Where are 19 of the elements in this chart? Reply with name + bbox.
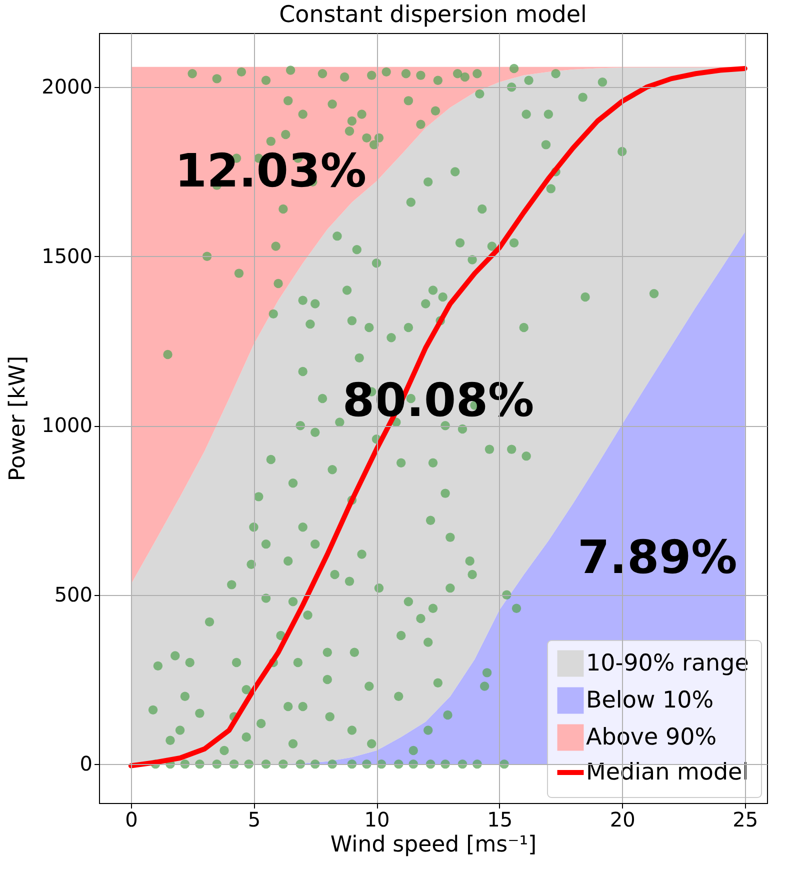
legend-label: 10-90% range xyxy=(586,650,749,676)
y-tick-label: 0 xyxy=(80,752,92,776)
chart-title: Constant dispersion model xyxy=(279,2,587,28)
y-tick-label: 500 xyxy=(54,582,92,606)
x-tick-label: 20 xyxy=(610,808,636,832)
x-tick-label: 10 xyxy=(364,808,390,832)
x-tick-label: 5 xyxy=(248,808,261,832)
y-tick-label: 1500 xyxy=(42,244,92,268)
annotation: 12.03% xyxy=(174,143,366,198)
x-axis-title: Wind speed [ms⁻¹] xyxy=(330,832,537,858)
y-tick-label: 2000 xyxy=(42,74,92,99)
x-tick-label: 0 xyxy=(125,808,138,832)
x-tick-label: 25 xyxy=(732,808,758,832)
legend-label: Above 90% xyxy=(586,724,717,750)
y-tick-label: 1000 xyxy=(42,413,92,438)
annotation: 7.89% xyxy=(578,530,738,584)
legend-label: Below 10% xyxy=(586,688,714,714)
x-tick-label: 15 xyxy=(487,808,513,832)
y-axis-title: Power [kW] xyxy=(6,356,31,482)
